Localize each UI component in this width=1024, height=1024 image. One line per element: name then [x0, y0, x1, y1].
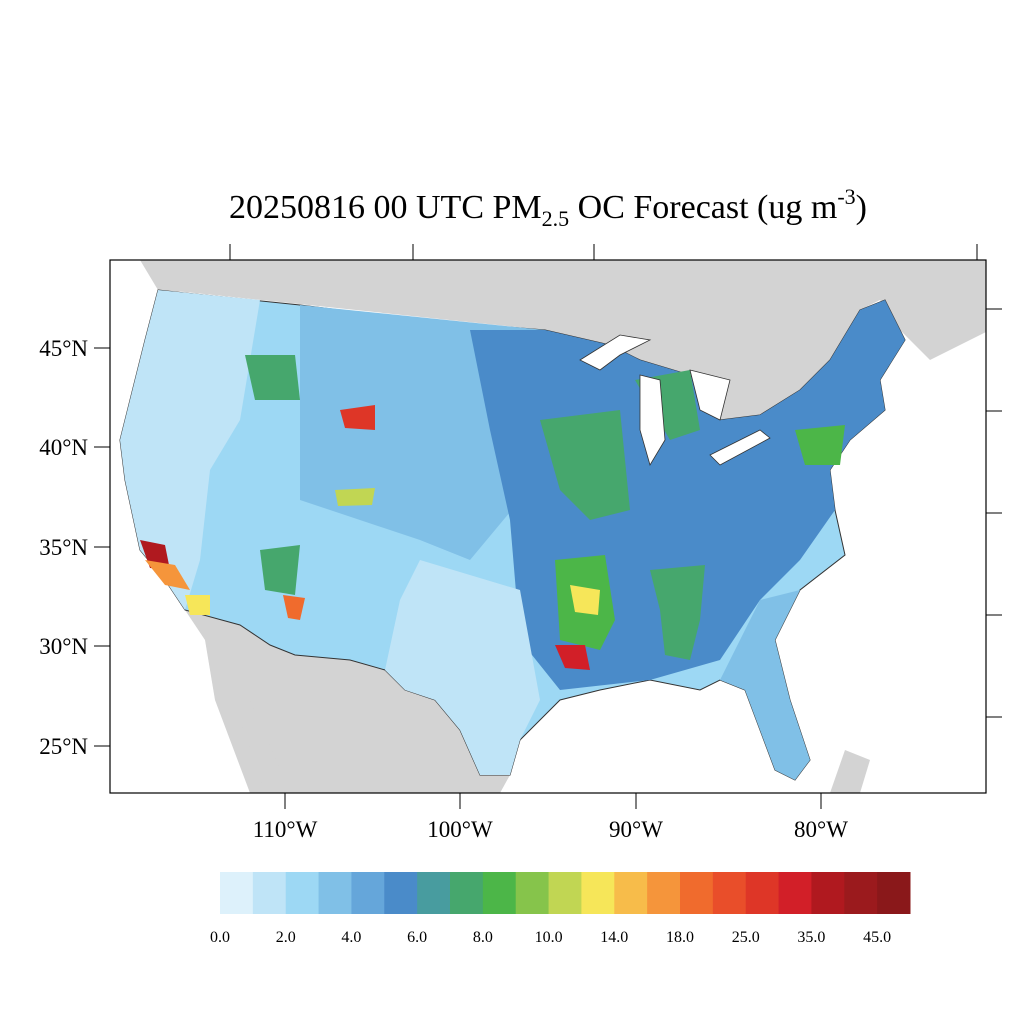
- hotspot-orange: [145, 560, 190, 590]
- colorbar-label: 25.0: [732, 929, 760, 946]
- west-light: [120, 290, 260, 610]
- lake-superior: [579, 334, 652, 371]
- lon-label: 80°W: [794, 817, 848, 842]
- colorbar-label: 4.0: [341, 929, 361, 946]
- title-sup: -3: [837, 184, 855, 209]
- hotspot-red: [340, 405, 375, 430]
- colorbar-box: [680, 872, 714, 914]
- colorbar-box: [220, 872, 254, 914]
- canada: [140, 260, 986, 420]
- colorbar-box: [745, 872, 780, 914]
- colorbar-label: 18.0: [666, 929, 694, 946]
- lat-label: 30°N: [39, 634, 88, 659]
- frame-ticks: [229, 244, 1002, 718]
- mexico-baja: [240, 700, 290, 793]
- texas-light: [385, 560, 540, 775]
- colorbar-box: [712, 872, 747, 914]
- colorbar-label: 45.0: [863, 929, 891, 946]
- colorbar-label: 0.0: [210, 929, 230, 946]
- colorbar-label: 2.0: [276, 929, 296, 946]
- colorbar-box: [647, 872, 681, 914]
- hotspot-green: [795, 425, 845, 465]
- colorbar-box: [252, 872, 287, 914]
- title-main: 20250816 00 UTC PM: [229, 189, 542, 226]
- lat-label: 35°N: [39, 535, 88, 560]
- southeast-light: [720, 590, 810, 780]
- map-frame: [109, 259, 987, 794]
- colorbar-box: [778, 872, 812, 914]
- hotspot-red: [555, 645, 590, 670]
- lat-label: 45°N: [39, 336, 88, 361]
- colorbar-box: [285, 872, 320, 914]
- colorbar-box: [351, 872, 385, 914]
- colorbar-box: [811, 872, 845, 914]
- colorbar-label: 35.0: [797, 929, 825, 946]
- title-end: ): [856, 189, 867, 226]
- title-middle: OC Forecast (ug m: [569, 189, 837, 226]
- lake-huron: [689, 369, 731, 421]
- lon-label: 100°W: [427, 817, 493, 842]
- colorbar-label: 14.0: [600, 929, 628, 946]
- colorbar-box: [548, 872, 582, 914]
- colorbar-box: [417, 872, 451, 914]
- colorbar-box: [614, 872, 648, 914]
- lon-label: 90°W: [609, 817, 663, 842]
- colorbar-box: [515, 872, 550, 914]
- colorbar-box: [450, 872, 484, 914]
- hotspot-yellow: [185, 595, 210, 615]
- colorbar-box: [318, 872, 352, 914]
- hotspot-yellow: [570, 585, 600, 615]
- lake-michigan: [639, 374, 666, 466]
- lon-label: 110°W: [253, 817, 318, 842]
- hotspot-orange: [283, 595, 305, 620]
- colorbar-box: [581, 872, 615, 914]
- colorbar-box: [482, 872, 517, 914]
- hotspot-green: [540, 410, 630, 520]
- map: [119, 260, 986, 793]
- colorbar-label: 10.0: [535, 929, 563, 946]
- lat-label: 25°N: [39, 734, 88, 759]
- lake-erie: [709, 429, 771, 466]
- title: 20250816 00 UTC PM2.5 OC Forecast (ug m-…: [229, 184, 867, 231]
- colorbar-box: [877, 872, 911, 914]
- title-sub: 2.5: [542, 206, 570, 231]
- colorbar-box: [844, 872, 878, 914]
- hotspot-red: [140, 540, 170, 570]
- hotspot-green: [245, 355, 300, 400]
- hotspot-green: [260, 545, 300, 595]
- colorbar-label: 8.0: [473, 929, 493, 946]
- cuba: [830, 750, 870, 793]
- colorbar-label: 6.0: [407, 929, 427, 946]
- lat-label: 40°N: [39, 435, 88, 460]
- colorbar-box: [384, 872, 418, 914]
- hotspot-yellow: [335, 488, 375, 506]
- hotspot-green: [650, 565, 705, 660]
